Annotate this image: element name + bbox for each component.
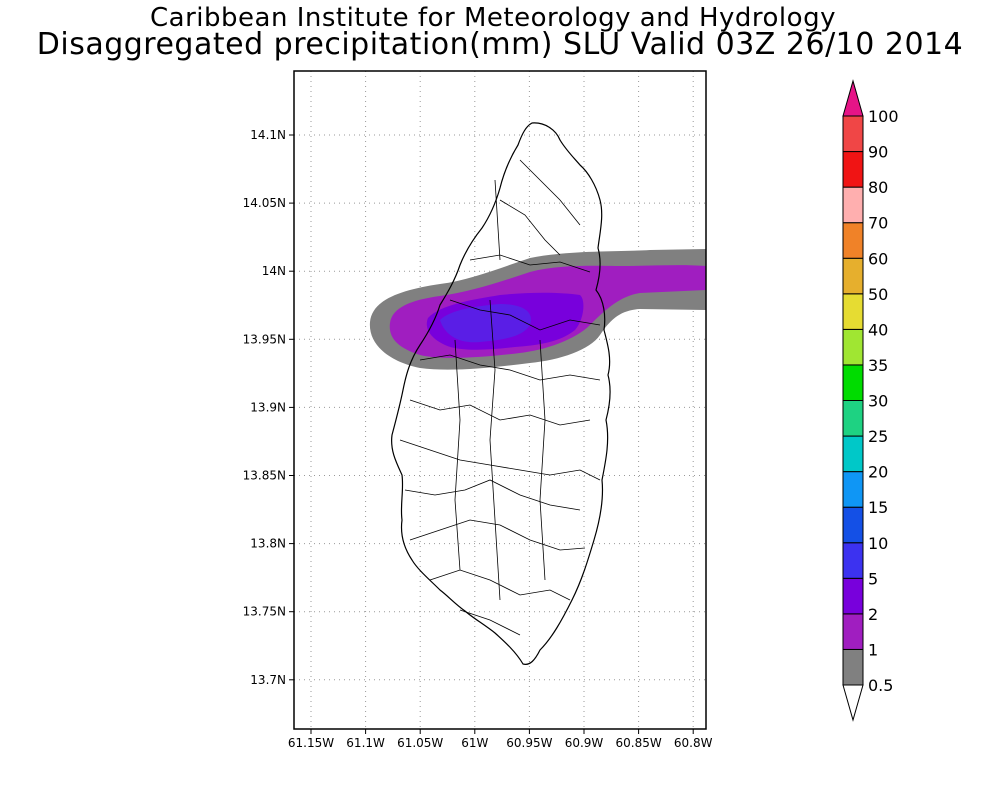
colorbar-band xyxy=(842,328,864,366)
colorbar-label: 10 xyxy=(868,534,888,553)
institute-title: Caribbean Institute for Meteorology and … xyxy=(150,3,836,33)
colorbar-band xyxy=(842,577,864,615)
lat-tick-label: 13.8N xyxy=(250,537,286,551)
colorbar-bottom-arrow xyxy=(842,684,864,722)
colorbar-band xyxy=(842,257,864,295)
colorbar-label: 0.5 xyxy=(868,676,893,695)
colorbar-band xyxy=(842,471,864,508)
lat-tick-label: 13.95N xyxy=(243,332,286,346)
precipitation-field xyxy=(369,249,706,370)
colorbar-label: 40 xyxy=(868,320,888,339)
district-boundaries xyxy=(399,159,601,636)
colorbar-band xyxy=(842,506,864,544)
colorbar-band xyxy=(842,400,864,437)
lon-tick-label: 60.9W xyxy=(565,736,604,750)
colorbar-label: 20 xyxy=(868,463,888,482)
lat-tick-label: 14.1N xyxy=(250,128,286,142)
colorbar-label: 80 xyxy=(868,178,888,197)
colorbar-band xyxy=(842,613,864,650)
lat-tick-label: 14N xyxy=(262,264,286,278)
colorbar-label: 5 xyxy=(868,569,878,588)
precip-contour-5-10 xyxy=(440,304,531,343)
colorbar-label: 2 xyxy=(868,605,878,624)
lon-tick-label: 61.05W xyxy=(397,736,443,750)
colorbar-label: 60 xyxy=(868,249,888,268)
lon-tick-label: 61.1W xyxy=(346,736,385,750)
colorbar-label: 70 xyxy=(868,214,888,233)
lat-tick-label: 13.9N xyxy=(250,400,286,414)
colorbar-top-arrow xyxy=(842,79,864,117)
latitude-labels: 14.1N 14.05N 14N 13.95N 13.9N 13.85N 13.8N 13.7… xyxy=(243,128,286,687)
colorbar-band xyxy=(842,115,864,153)
lat-tick-label: 13.85N xyxy=(243,469,286,483)
lon-tick-label: 61.15W xyxy=(288,736,334,750)
map-frame xyxy=(293,70,707,730)
colorbar-band xyxy=(842,293,864,330)
island-coastline xyxy=(391,122,611,665)
lat-tick-label: 13.7N xyxy=(250,673,286,687)
lon-tick-label: 60.95W xyxy=(506,736,552,750)
colorbar-band xyxy=(842,151,864,188)
lat-tick-label: 14.05N xyxy=(243,196,286,210)
colorbar-label: 30 xyxy=(868,392,888,411)
colorbar-label: 100 xyxy=(868,107,899,126)
map-title: Disaggregated precipitation(mm) SLU Vali… xyxy=(36,27,964,62)
lon-tick-label: 61W xyxy=(461,736,488,750)
colorbar-label: 35 xyxy=(868,356,888,375)
colorbar-label: 90 xyxy=(868,143,888,162)
saint-lucia-island xyxy=(391,122,611,665)
lat-tick-label: 13.75N xyxy=(243,605,286,619)
colorbar-band xyxy=(842,222,864,259)
colorbar-band xyxy=(842,435,864,473)
lon-tick-label: 60.85W xyxy=(615,736,661,750)
colorbar-band xyxy=(842,364,864,401)
colorbar-band xyxy=(842,648,864,686)
colorbar-band xyxy=(842,186,864,224)
colorbar-band xyxy=(842,542,864,579)
colorbar-label: 50 xyxy=(868,285,888,304)
colorbar-label: 15 xyxy=(868,498,888,517)
colorbar-label: 25 xyxy=(868,427,888,446)
longitude-labels: 61.15W 61.1W 61.05W 61W 60.95W 60.9W 60.85W 60.… xyxy=(288,736,713,750)
lon-tick-label: 60.8W xyxy=(674,736,713,750)
colorbar-label: 1 xyxy=(868,640,878,659)
